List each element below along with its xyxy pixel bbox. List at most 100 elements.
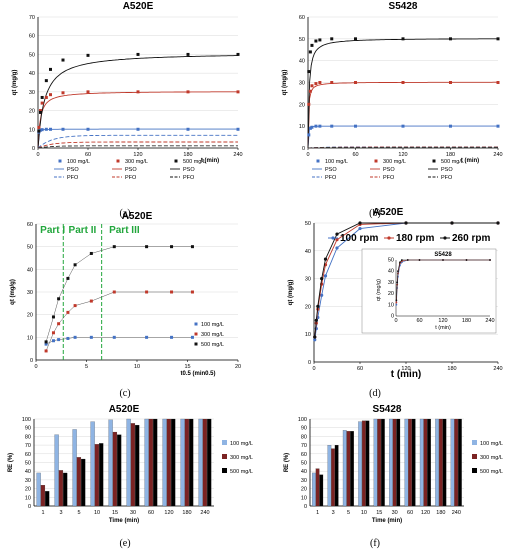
legend-marker	[331, 236, 335, 240]
x-tick-label: 180	[183, 152, 192, 158]
data-point	[39, 110, 42, 114]
bar	[45, 491, 50, 507]
y-tick-label: 40	[301, 469, 307, 475]
data-point	[401, 124, 405, 128]
legend-swatch	[472, 468, 477, 473]
inset-data-point	[395, 303, 398, 306]
data-point	[318, 124, 322, 128]
x-tick-label: 15	[376, 510, 382, 516]
y-tick-label: 60	[299, 15, 305, 21]
x-axis-label: Time (min)	[109, 518, 139, 524]
y-axis-label: qt (mg/g)	[282, 70, 288, 96]
data-point	[136, 52, 140, 56]
bar	[144, 418, 149, 507]
x-tick-label: 5	[347, 510, 350, 516]
bar	[346, 431, 351, 507]
fit-line-pfo	[37, 145, 238, 149]
data-point	[310, 43, 314, 47]
y-tick-label: 20	[27, 313, 33, 319]
y-tick-label: 40	[29, 71, 35, 77]
bar	[184, 418, 190, 507]
data-point	[190, 290, 194, 294]
legend-label: PSO	[441, 167, 453, 173]
data-point	[320, 277, 324, 281]
bar	[361, 420, 366, 507]
inset-frame	[361, 248, 497, 334]
data-point	[112, 290, 116, 294]
data-point	[186, 52, 190, 56]
bar	[189, 418, 194, 507]
data-point	[314, 124, 318, 128]
data-point	[86, 127, 90, 131]
data-point	[61, 91, 65, 95]
y-tick-label: 40	[27, 267, 33, 273]
inset-x-tick-label: 180	[462, 318, 471, 324]
bar	[207, 418, 212, 507]
fit-line-pfo	[307, 146, 498, 149]
legend-label: PSO	[325, 167, 337, 173]
legend-label: 100 mg/L	[230, 441, 253, 447]
data-point	[39, 128, 42, 132]
data-point	[89, 335, 93, 339]
data-point	[145, 245, 149, 249]
y-tick-label: 80	[25, 434, 31, 440]
legend-label: PFO	[67, 175, 79, 181]
bar	[319, 474, 324, 507]
chart-e: 0 10 20 30 40 50 60 70 80 90 100 A520E RE (%) 1 3 5 10 15…	[8, 404, 253, 524]
x-tick-label: 10	[361, 510, 367, 516]
inset-data-point	[406, 259, 409, 261]
x-tick-label: 60	[148, 510, 154, 516]
data-point	[61, 127, 65, 131]
caption-f: (f)	[370, 538, 380, 549]
data-point	[335, 246, 339, 250]
y-tick-label: 10	[29, 127, 35, 133]
inset-data-point	[442, 259, 444, 261]
data-point	[49, 67, 52, 71]
bar	[171, 418, 176, 507]
data-point	[51, 331, 55, 335]
data-point	[116, 159, 120, 163]
x-tick-label: 120	[164, 510, 173, 516]
data-point	[66, 336, 70, 340]
data-point	[136, 90, 140, 94]
data-point	[313, 338, 317, 342]
data-point	[314, 82, 318, 86]
legend-swatch	[472, 454, 477, 459]
data-point	[51, 339, 55, 343]
data-point	[354, 37, 357, 41]
x-tick-label: 1	[316, 510, 319, 516]
y-tick-label: 30	[25, 478, 31, 484]
data-point	[49, 127, 52, 131]
data-point	[401, 81, 405, 84]
chart-title: S5428	[373, 404, 402, 415]
data-point	[316, 159, 320, 163]
inset-y-axis-label: qt (mg/g)	[376, 279, 382, 301]
bar	[408, 418, 412, 507]
phase-label: Part II	[69, 225, 97, 236]
legend-label: 100 mg/L	[325, 159, 348, 165]
data-point	[190, 335, 194, 339]
x-tick-label: 3	[59, 510, 62, 516]
y-tick-label: 30	[27, 290, 33, 296]
data-point	[496, 37, 500, 41]
x-axis-label: t (min)	[391, 369, 422, 380]
bar	[153, 418, 158, 507]
x-axis-label: t (min)	[201, 158, 219, 164]
bar	[312, 472, 316, 507]
x-tick-label: 180	[446, 152, 455, 158]
x-tick-label: 15	[184, 364, 190, 370]
inset-data-point	[395, 299, 398, 302]
y-tick-label: 20	[305, 304, 311, 310]
data-point	[307, 102, 311, 106]
data-point	[89, 251, 93, 255]
data-point	[145, 290, 149, 294]
y-tick-label: 0	[28, 504, 31, 510]
legend-label: 100 rpm	[340, 233, 378, 244]
bar	[54, 434, 59, 507]
x-tick-label: 120	[398, 152, 407, 158]
bar	[373, 418, 378, 507]
bar	[148, 418, 154, 507]
bar	[135, 424, 140, 507]
inset-y-tick-label: 50	[388, 258, 394, 264]
y-tick-label: 40	[25, 469, 31, 475]
